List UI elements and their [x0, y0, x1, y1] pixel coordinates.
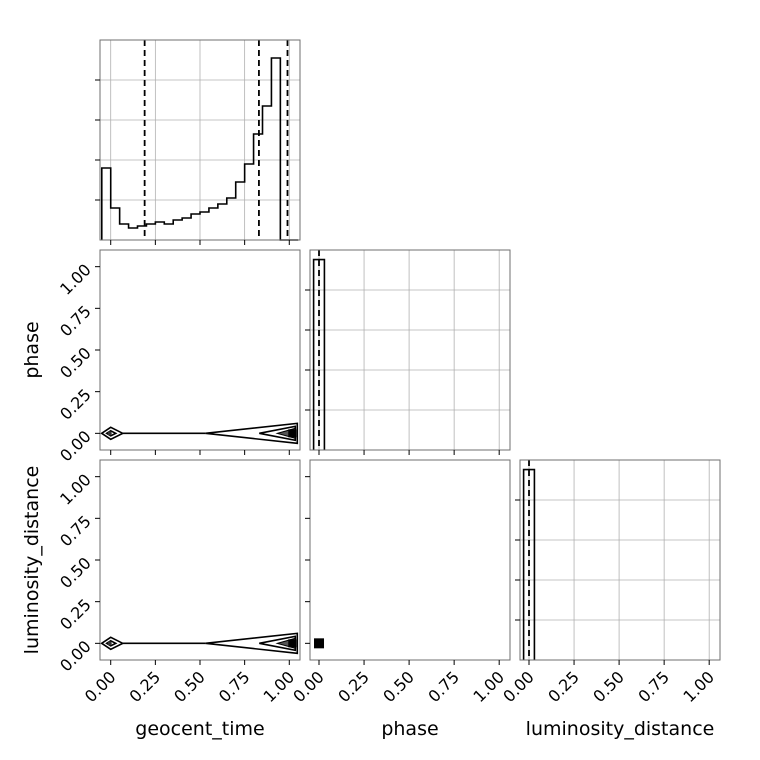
hist-phase-frame [309, 249, 511, 451]
joint-geocent_time-vs-phase-frame [99, 249, 301, 451]
row-phase-yticklabel-3: 0.75 [56, 302, 95, 341]
hist-phase-steps [312, 258, 326, 450]
row-phase-yticklabel-0: 0.00 [56, 427, 95, 466]
row-phase-yticklabel-2: 0.50 [56, 343, 95, 382]
row-phase-yticklabel-1: 0.25 [56, 385, 95, 424]
x-axis-label-geocent-time: geocent_time [135, 718, 264, 740]
col-luminosity-distance-xticklabel-1: 0.25 [544, 667, 583, 706]
col-geocent-time-xticklabel-2: 0.50 [170, 667, 209, 706]
joint-geocent_time-vs-luminosity_distance-density-left [107, 641, 112, 646]
joint-geocent_time-vs-phase-density-left [107, 431, 112, 436]
joint-geocent_time-vs-luminosity_distance-contour-right-outer [205, 632, 299, 655]
hist-luminosity_distance-steps [522, 468, 536, 660]
col-luminosity-distance-xticklabel-4: 1.00 [679, 667, 718, 706]
labels-layer: geocent_time phase luminosity_distance p… [21, 321, 714, 740]
x-axis-label-phase: phase [381, 718, 438, 740]
row-luminosity-distance-yticklabel-3: 0.75 [56, 512, 95, 551]
col-phase-xticklabel-3: 0.75 [424, 667, 463, 706]
col-geocent-time-xticklabel-4: 1.00 [259, 667, 298, 706]
joint-geocent_time-vs-luminosity_distance-contour-left-outer [100, 636, 125, 651]
frames-layer [99, 39, 721, 661]
joint-geocent_time-vs-phase-density-right [288, 429, 297, 438]
grid-layer [100, 40, 720, 660]
y-axis-label-phase: phase [21, 321, 43, 378]
hist-geocent_time-steps [100, 57, 299, 241]
joint-geocent_time-vs-luminosity_distance-density-right [288, 639, 297, 648]
col-phase-xticklabel-1: 0.25 [334, 667, 373, 706]
col-phase-xticklabel-2: 0.50 [379, 667, 418, 706]
hist-luminosity_distance-frame [519, 459, 721, 661]
data-layer [100, 40, 536, 660]
col-geocent-time-xticklabel-1: 0.25 [126, 667, 165, 706]
col-geocent-time-xticklabel-0: 0.00 [81, 667, 120, 706]
joint-phase-vs-luminosity_distance-density-point [314, 638, 325, 649]
row-phase-yticklabel-4: 1.00 [56, 260, 95, 299]
row-luminosity-distance-yticklabel-0: 0.00 [56, 637, 95, 676]
row-luminosity-distance-yticklabel-2: 0.50 [56, 553, 95, 592]
row-luminosity-distance-yticklabel-1: 0.25 [56, 595, 95, 634]
y-axis-label-luminosity-distance: luminosity_distance [21, 466, 43, 655]
col-geocent-time-xticklabel-3: 0.75 [215, 667, 254, 706]
joint-phase-vs-luminosity_distance-frame [309, 459, 511, 661]
col-phase-xticklabel-0: 0.00 [289, 667, 328, 706]
joint-geocent_time-vs-phase-contour-left-outer [100, 426, 125, 441]
col-luminosity-distance-xticklabel-0: 0.00 [499, 667, 538, 706]
x-axis-label-luminosity-distance: luminosity_distance [526, 718, 715, 740]
col-luminosity-distance-xticklabel-3: 0.75 [634, 667, 673, 706]
col-phase-xticklabel-4: 1.00 [469, 667, 508, 706]
row-luminosity-distance-yticklabel-4: 1.00 [56, 470, 95, 509]
joint-geocent_time-vs-phase-contour-right-outer [205, 422, 299, 445]
joint-geocent_time-vs-luminosity_distance-frame [99, 459, 301, 661]
col-luminosity-distance-xticklabel-2: 0.50 [589, 667, 628, 706]
